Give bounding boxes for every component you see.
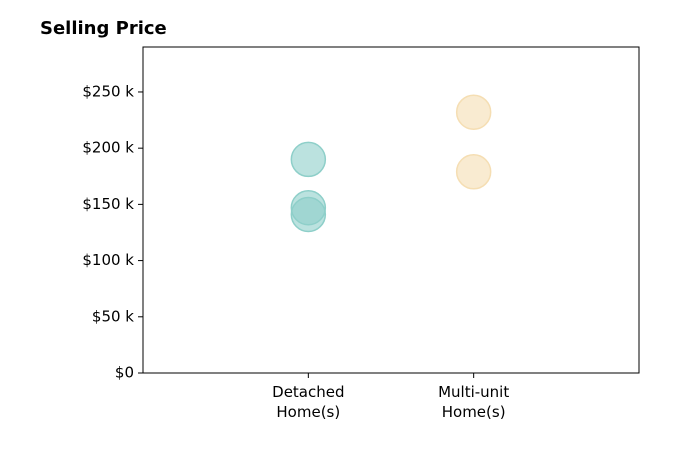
x-tick-label: Multi-unit Home(s) (438, 383, 510, 421)
y-tick-label: $0 (115, 364, 134, 382)
y-tick-label: $100 k (82, 251, 134, 269)
y-tick-label: $200 k (82, 139, 134, 157)
point (290, 141, 327, 178)
chart-title: Selling Price (40, 18, 167, 39)
point (290, 196, 327, 233)
plot-frame (142, 46, 640, 374)
x-tick-label: Detached Home(s) (272, 383, 345, 421)
point (455, 154, 492, 190)
point (455, 94, 492, 130)
y-tick-label: $150 k (82, 195, 134, 213)
y-tick-label: $50 k (92, 307, 134, 325)
y-tick-label: $250 k (82, 82, 134, 100)
